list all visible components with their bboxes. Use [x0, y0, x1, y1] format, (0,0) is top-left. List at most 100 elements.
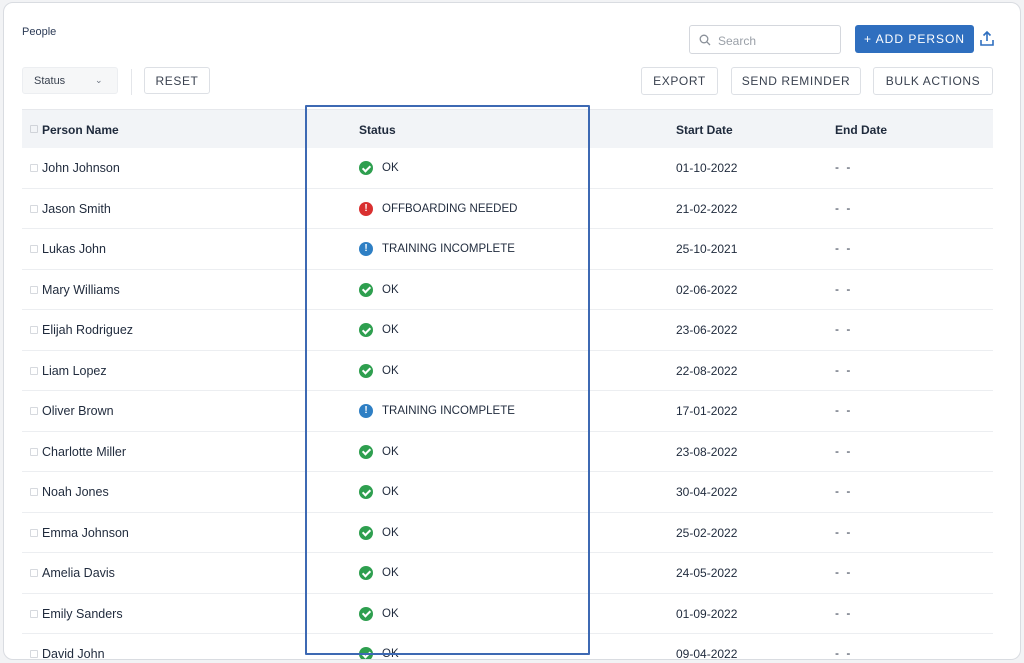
search-box[interactable]: [689, 25, 841, 54]
row-checkbox[interactable]: [30, 447, 38, 456]
search-input[interactable]: [716, 30, 838, 52]
end-date: - -: [835, 362, 853, 377]
end-date: - -: [835, 281, 853, 296]
start-date: 09-04-2022: [676, 647, 738, 660]
table-row[interactable]: Charlotte Miller OK 23-08-2022 - -: [22, 432, 993, 472]
column-header-name[interactable]: Person Name: [42, 123, 119, 137]
table-body: John Johnson OK 01-10-2022 - - Jason Smith OF…: [22, 148, 993, 660]
status-text: OK: [382, 486, 399, 498]
alert-circle-icon: [359, 201, 373, 216]
table-row[interactable]: John Johnson OK 01-10-2022 - -: [22, 148, 993, 189]
info-octagon-icon: [359, 404, 373, 418]
table-row[interactable]: David John OK 09-04-2022 - -: [22, 634, 993, 660]
row-checkbox[interactable]: [30, 164, 38, 172]
select-all-checkbox[interactable]: [30, 125, 38, 133]
status-text: TRAINING INCOMPLETE: [382, 243, 515, 255]
check-circle-icon: [359, 525, 373, 540]
check-circle-icon: [359, 323, 373, 337]
person-name[interactable]: Elijah Rodriguez: [42, 323, 134, 337]
table-row[interactable]: Jason Smith OFFBOARDING NEEDED 21-02-2022 -…: [22, 189, 993, 229]
column-header-status[interactable]: Status: [359, 123, 396, 137]
row-checkbox[interactable]: [30, 569, 38, 577]
info-octagon-icon: [359, 242, 373, 256]
row-checkbox[interactable]: [30, 366, 38, 375]
row-checkbox[interactable]: [30, 609, 38, 618]
status-filter-dropdown[interactable]: Status ⌄: [22, 67, 118, 94]
start-date: 25-02-2022: [676, 525, 738, 540]
check-circle-icon: [359, 161, 373, 175]
status-text: OK: [382, 607, 399, 620]
table-row[interactable]: Lukas John TRAINING INCOMPLETE 25-10-2021 -…: [22, 229, 993, 270]
check-circle-icon: [359, 485, 373, 499]
end-date: - -: [835, 322, 853, 336]
person-name[interactable]: Mary Williams: [42, 282, 120, 297]
check-circle-icon: [359, 282, 373, 297]
person-name[interactable]: Amelia Davis: [42, 566, 115, 580]
row-checkbox[interactable]: [30, 528, 38, 537]
table-row[interactable]: Amelia Davis OK 24-05-2022 - -: [22, 553, 993, 594]
check-circle-icon: [359, 606, 373, 621]
person-name[interactable]: David John: [42, 647, 105, 660]
table-header: Person Name Status Start Date End Date: [22, 109, 993, 148]
reset-button[interactable]: RESET: [144, 67, 210, 94]
end-date: - -: [835, 443, 853, 458]
person-name[interactable]: Jason Smith: [42, 201, 111, 216]
start-date: 02-06-2022: [676, 282, 738, 297]
toolbar-divider: [131, 69, 132, 95]
send-reminder-button[interactable]: SEND REMINDER: [731, 67, 861, 95]
start-date: 24-05-2022: [676, 566, 738, 580]
end-date: - -: [835, 200, 853, 215]
row-checkbox[interactable]: [30, 245, 38, 253]
add-person-button[interactable]: + ADD PERSON: [855, 25, 974, 53]
table-row[interactable]: Emily Sanders OK 01-09-2022 - -: [22, 594, 993, 634]
column-header-start-date[interactable]: Start Date: [676, 123, 733, 137]
person-name[interactable]: Oliver Brown: [42, 404, 114, 418]
end-date: - -: [835, 403, 853, 417]
table-row[interactable]: Elijah Rodriguez OK 23-06-2022 - -: [22, 310, 993, 351]
row-checkbox[interactable]: [30, 650, 38, 658]
upload-icon[interactable]: [978, 30, 996, 48]
start-date: 17-01-2022: [676, 404, 738, 418]
end-date: - -: [835, 565, 853, 579]
person-name[interactable]: Noah Jones: [42, 485, 109, 499]
check-circle-icon: [359, 647, 373, 659]
row-checkbox[interactable]: [30, 488, 38, 496]
status-text: TRAINING INCOMPLETE: [382, 405, 515, 417]
person-name[interactable]: Charlotte Miller: [42, 444, 127, 459]
status-text: OK: [382, 648, 399, 660]
start-date: 01-09-2022: [676, 606, 738, 621]
table-row[interactable]: Oliver Brown TRAINING INCOMPLETE 17-01-202…: [22, 391, 993, 432]
page-title: People: [22, 26, 57, 38]
table-row[interactable]: Mary Williams OK 02-06-2022 - -: [22, 270, 993, 310]
start-date: 25-10-2021: [676, 242, 738, 256]
status-text: OK: [382, 324, 399, 336]
person-name[interactable]: Lukas John: [42, 242, 106, 256]
table-row[interactable]: Liam Lopez OK 22-08-2022 - -: [22, 351, 993, 391]
start-date: 30-04-2022: [676, 485, 738, 499]
status-text: OFFBOARDING NEEDED: [382, 202, 518, 215]
people-table: Person Name Status Start Date End Date J…: [22, 109, 993, 660]
check-circle-icon: [359, 566, 373, 580]
person-name[interactable]: Liam Lopez: [42, 363, 107, 378]
row-checkbox[interactable]: [30, 326, 38, 334]
start-date: 21-02-2022: [676, 201, 738, 216]
row-checkbox[interactable]: [30, 407, 38, 415]
row-checkbox[interactable]: [30, 285, 38, 294]
table-row[interactable]: Emma Johnson OK 25-02-2022 - -: [22, 513, 993, 553]
start-date: 01-10-2022: [676, 161, 738, 175]
table-row[interactable]: Noah Jones OK 30-04-2022 - -: [22, 472, 993, 513]
start-date: 22-08-2022: [676, 363, 738, 378]
status-text: OK: [382, 283, 399, 296]
bulk-actions-button[interactable]: BULK ACTIONS: [873, 67, 993, 95]
end-date: - -: [835, 524, 853, 539]
person-name[interactable]: Emma Johnson: [42, 525, 129, 540]
check-circle-icon: [359, 363, 373, 378]
status-text: OK: [382, 364, 399, 377]
end-date: - -: [835, 646, 853, 660]
start-date: 23-06-2022: [676, 323, 738, 337]
export-button[interactable]: EXPORT: [641, 67, 718, 95]
person-name[interactable]: John Johnson: [42, 161, 120, 175]
person-name[interactable]: Emily Sanders: [42, 606, 123, 621]
row-checkbox[interactable]: [30, 204, 38, 213]
column-header-end-date[interactable]: End Date: [835, 123, 888, 137]
